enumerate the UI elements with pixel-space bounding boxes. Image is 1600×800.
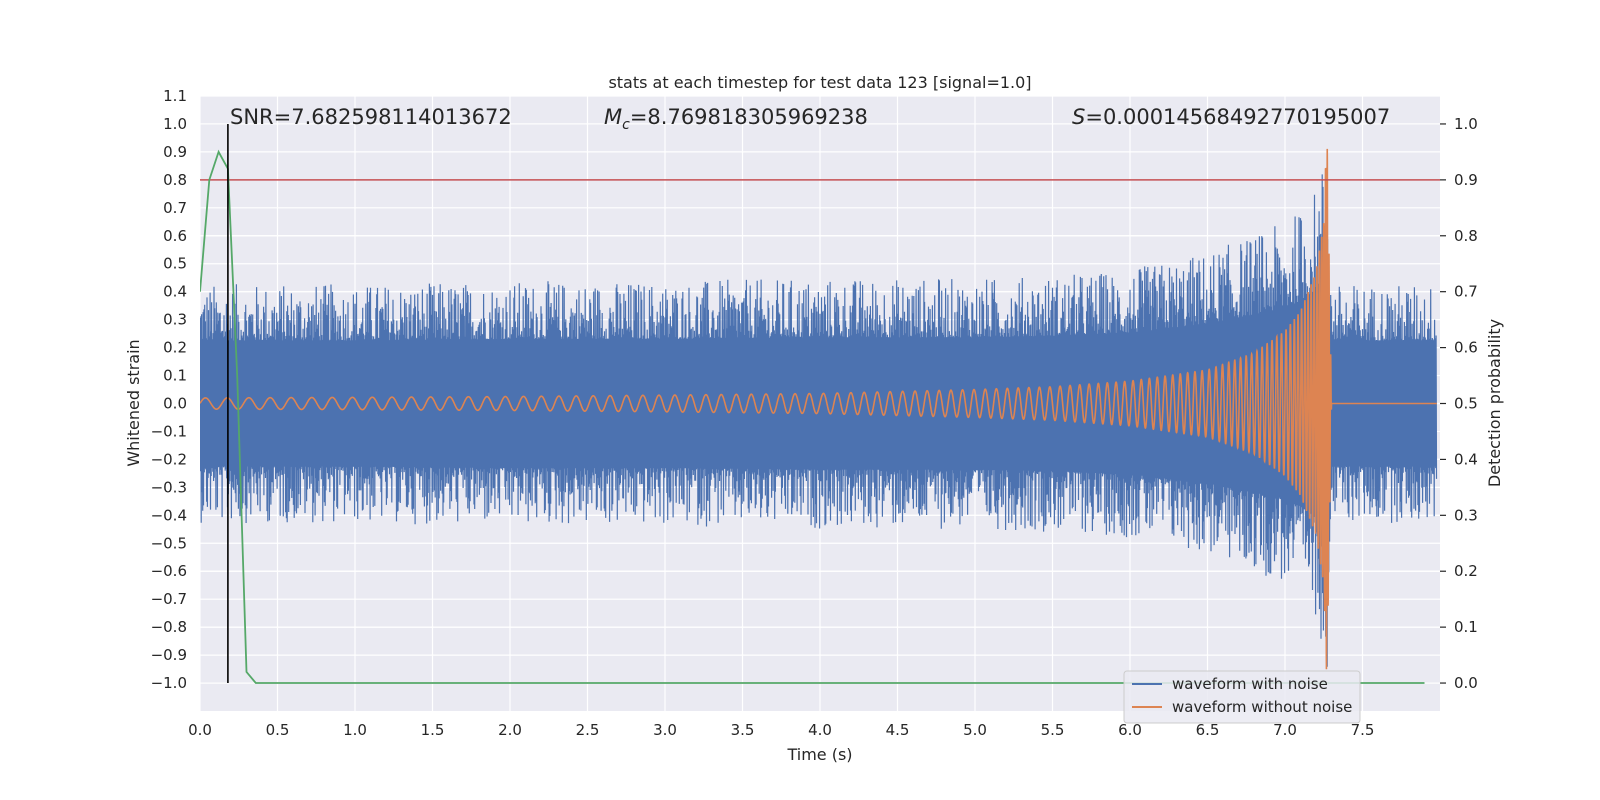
legend-box xyxy=(1123,670,1361,724)
x-tick-label: 0.0 xyxy=(188,721,212,739)
x-tick-label: 2.0 xyxy=(498,721,522,739)
y-tick-label: 0.4 xyxy=(163,283,187,301)
y2-tick-label: 0.4 xyxy=(1454,450,1478,468)
chirp-mass-subscript: c xyxy=(622,117,630,133)
y-axis-label: Whitened strain xyxy=(124,339,143,466)
y2-tick-label: 0.9 xyxy=(1454,171,1478,189)
legend: waveform with noise waveform without noi… xyxy=(1123,670,1361,724)
y-tick-label: −0.3 xyxy=(151,478,187,496)
x-tick-label: 7.0 xyxy=(1273,721,1297,739)
y-tick-label: −0.8 xyxy=(151,618,187,636)
y2-tick-label: 0.8 xyxy=(1454,227,1478,245)
y-tick-label: 1.0 xyxy=(163,115,187,133)
x-tick-label: 5.0 xyxy=(963,721,987,739)
series-line-waveform-without-noise xyxy=(200,148,1437,670)
y-tick-label: 0.2 xyxy=(163,339,187,357)
y-tick-label: −0.4 xyxy=(151,506,187,524)
y-tick-label: −0.1 xyxy=(151,422,187,440)
y2-tick-label: 0.2 xyxy=(1454,562,1478,580)
y2-tick-label: 0.7 xyxy=(1454,283,1478,301)
y-tick-label: 0.1 xyxy=(163,367,187,385)
x-tick-label: 5.5 xyxy=(1041,721,1065,739)
y-axis-ticks: 1.1 1.0 0.9 0.8 0.7 0.6 0.5 0.4 0.3 0.2 0.1 0.0 −0.1… xyxy=(151,87,187,692)
series-line-detection-probability xyxy=(200,149,1425,684)
y-tick-label: −0.9 xyxy=(151,646,187,664)
x-axis-label: Time (s) xyxy=(786,745,852,764)
y2-tick-label: 0.6 xyxy=(1454,339,1478,357)
y-tick-label: 0.5 xyxy=(163,255,187,273)
y-tick-label: −0.7 xyxy=(151,590,187,608)
x-tick-label: 0.5 xyxy=(266,721,290,739)
snr-annotation: SNR=7.682598114013672 xyxy=(230,105,512,129)
x-tick-label: 2.5 xyxy=(576,721,600,739)
y-tick-label: −0.5 xyxy=(151,534,187,552)
y2-tick-label: 0.0 xyxy=(1454,674,1478,692)
x-tick-label: 3.0 xyxy=(653,721,677,739)
chirp-mass-value: =8.769818305969238 xyxy=(630,105,868,129)
y-tick-label: −0.6 xyxy=(151,562,187,580)
x-tick-label: 7.5 xyxy=(1351,721,1375,739)
y2-tick-label: 1.0 xyxy=(1454,115,1478,133)
y-tick-label: 0.9 xyxy=(163,143,187,161)
chart-title: stats at each timestep for test data 123… xyxy=(608,73,1031,92)
y-tick-label: 0.7 xyxy=(163,199,187,217)
x-axis-ticks: 0.0 0.5 1.0 1.5 2.0 2.5 3.0 3.5 4.0 4.5 5.0 5.5 6.0 6… xyxy=(188,721,1374,739)
y-tick-label: 0.0 xyxy=(163,395,187,413)
s-annotation: S=0.00014568492770195007 xyxy=(1072,105,1390,129)
chirp-mass-annotation: Mc=8.769818305969238 xyxy=(604,105,868,133)
y2-tick-label: 0.5 xyxy=(1454,395,1478,413)
x-tick-label: 6.0 xyxy=(1118,721,1142,739)
x-tick-label: 4.5 xyxy=(886,721,910,739)
y2-axis-label: Detection probability xyxy=(1485,319,1504,487)
y-tick-label: −1.0 xyxy=(151,674,187,692)
legend-label-clean: waveform without noise xyxy=(1172,698,1352,716)
y-tick-label: 0.8 xyxy=(163,171,187,189)
y-tick-label: 1.1 xyxy=(163,87,187,105)
y-tick-label: 0.3 xyxy=(163,311,187,329)
x-tick-label: 1.0 xyxy=(343,721,367,739)
chirp-mass-symbol: M xyxy=(604,105,622,129)
y-tick-label: −0.2 xyxy=(151,450,187,468)
x-tick-label: 3.5 xyxy=(731,721,755,739)
legend-label-noise: waveform with noise xyxy=(1172,675,1328,693)
y2-tick-label: 0.3 xyxy=(1454,506,1478,524)
y2-tick-label: 0.1 xyxy=(1454,618,1478,636)
y-tick-label: 0.6 xyxy=(163,227,187,245)
y2-axis-ticks: 1.0 0.9 0.8 0.7 0.6 0.5 0.4 0.3 0.2 0.1 0.0 xyxy=(1440,115,1478,692)
s-symbol: S xyxy=(1072,105,1085,129)
x-tick-label: 4.0 xyxy=(808,721,832,739)
s-value: =0.00014568492770195007 xyxy=(1085,105,1390,129)
x-tick-label: 1.5 xyxy=(421,721,445,739)
series-line-waveform-with-noise xyxy=(200,174,1438,667)
x-tick-label: 6.5 xyxy=(1196,721,1220,739)
